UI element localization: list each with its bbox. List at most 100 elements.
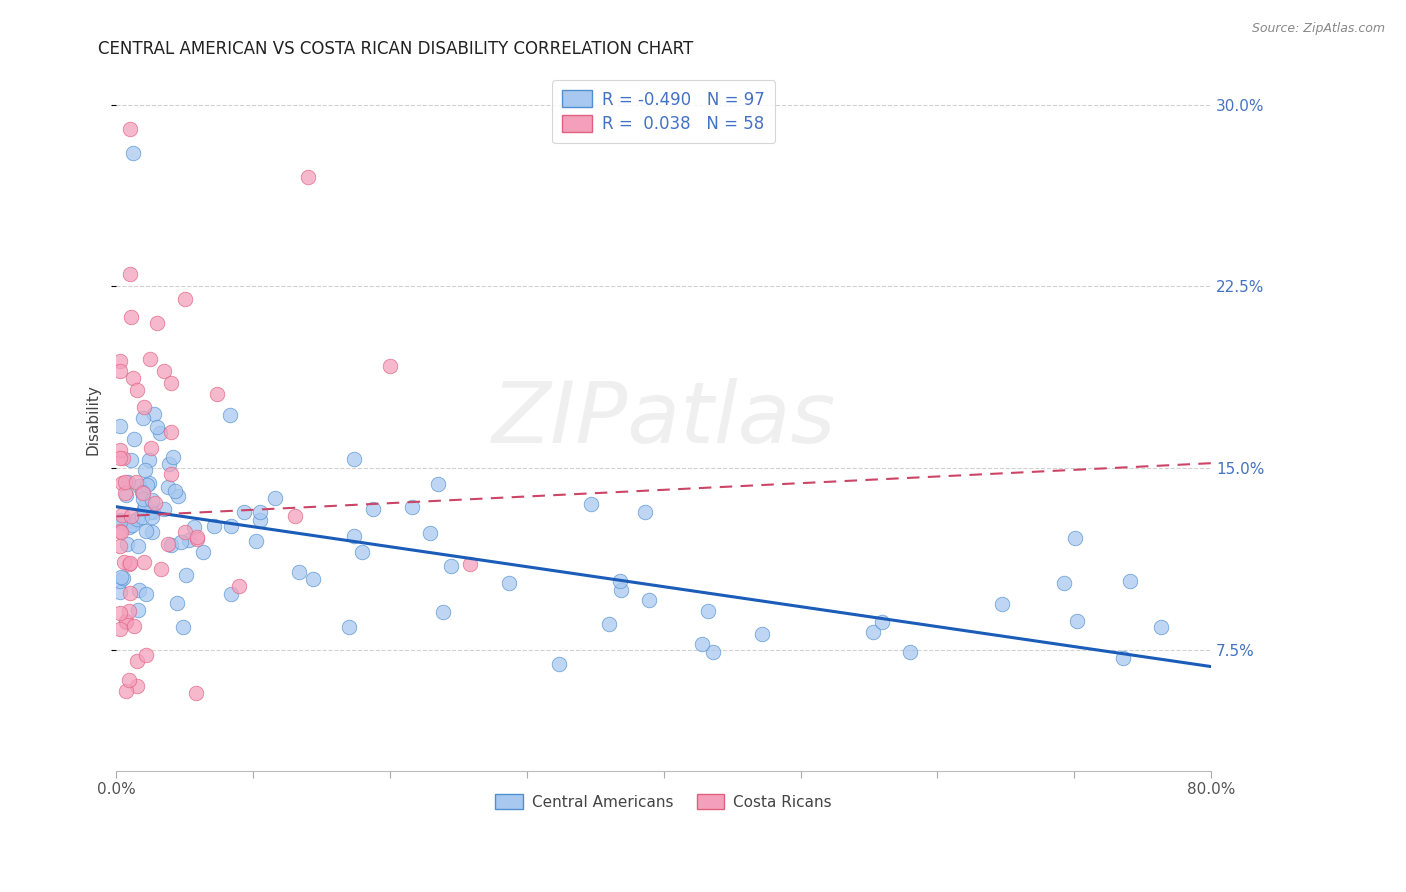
Point	[110, 574, 132, 589]
Point	[117, 558, 139, 572]
Point	[110, 443, 132, 458]
Point	[153, 502, 176, 516]
Point	[1118, 574, 1140, 589]
Point	[132, 492, 155, 507]
Point	[127, 540, 149, 554]
Point	[460, 557, 482, 571]
Point	[218, 408, 240, 422]
Point	[132, 401, 155, 415]
Point	[862, 625, 884, 640]
Point	[118, 604, 141, 618]
Point	[128, 582, 150, 597]
Point	[135, 587, 157, 601]
Point	[1064, 531, 1087, 545]
Point	[134, 498, 156, 512]
Point	[118, 268, 141, 282]
Point	[898, 645, 921, 659]
Point	[118, 520, 141, 534]
Point	[120, 310, 142, 325]
Point	[143, 407, 166, 421]
Point	[115, 615, 138, 629]
Point	[114, 488, 136, 502]
Point	[125, 475, 148, 489]
Point	[172, 620, 194, 634]
Point	[156, 537, 179, 551]
Point	[165, 484, 187, 499]
Point	[110, 585, 132, 599]
Point	[153, 364, 176, 378]
Point	[138, 452, 160, 467]
Point	[186, 530, 208, 544]
Text: ZIPatlas: ZIPatlas	[492, 378, 835, 461]
Point	[135, 648, 157, 663]
Point	[142, 505, 165, 519]
Point	[990, 598, 1012, 612]
Point	[110, 513, 132, 527]
Text: CENTRAL AMERICAN VS COSTA RICAN DISABILITY CORRELATION CHART: CENTRAL AMERICAN VS COSTA RICAN DISABILI…	[98, 40, 693, 58]
Point	[183, 519, 205, 533]
Point	[638, 592, 661, 607]
Point	[141, 509, 163, 524]
Point	[264, 491, 287, 506]
Point	[609, 574, 631, 589]
Point	[160, 376, 183, 391]
Point	[114, 475, 136, 489]
Point	[170, 534, 193, 549]
Point	[1066, 615, 1088, 629]
Point	[132, 502, 155, 516]
Point	[288, 565, 311, 579]
Point	[870, 615, 893, 629]
Point	[245, 534, 267, 549]
Point	[111, 508, 134, 522]
Point	[221, 587, 243, 601]
Point	[117, 475, 139, 489]
Point	[139, 441, 162, 455]
Point	[120, 508, 142, 523]
Point	[634, 505, 657, 519]
Point	[146, 420, 169, 434]
Point	[193, 544, 215, 558]
Point	[127, 653, 149, 667]
Point	[233, 505, 256, 519]
Point	[498, 576, 520, 591]
Point	[110, 418, 132, 433]
Point	[118, 673, 141, 687]
Point	[114, 486, 136, 500]
Point	[696, 605, 718, 619]
Point	[139, 352, 162, 367]
Point	[166, 489, 188, 503]
Point	[176, 568, 198, 582]
Point	[115, 615, 138, 629]
Point	[127, 384, 149, 398]
Point	[122, 370, 145, 384]
Point	[202, 519, 225, 533]
Point	[751, 627, 773, 641]
Point	[302, 572, 325, 586]
Point	[124, 432, 146, 446]
Point	[110, 450, 132, 465]
Point	[690, 637, 713, 651]
Point	[249, 513, 271, 527]
Point	[131, 510, 153, 524]
Point	[157, 457, 180, 471]
Point	[132, 486, 155, 500]
Point	[173, 525, 195, 540]
Point	[284, 509, 307, 524]
Point	[160, 425, 183, 439]
Point	[249, 505, 271, 519]
Point	[440, 559, 463, 574]
Point	[138, 475, 160, 490]
Point	[166, 596, 188, 610]
Point	[609, 583, 631, 598]
Point	[186, 532, 208, 546]
Point	[110, 354, 132, 368]
Point	[337, 620, 360, 634]
Point	[110, 606, 132, 620]
Point	[136, 478, 159, 492]
Point	[117, 537, 139, 551]
Point	[702, 645, 724, 659]
Y-axis label: Disability: Disability	[86, 384, 100, 455]
Point	[134, 463, 156, 477]
Point	[162, 450, 184, 465]
Point	[138, 505, 160, 519]
